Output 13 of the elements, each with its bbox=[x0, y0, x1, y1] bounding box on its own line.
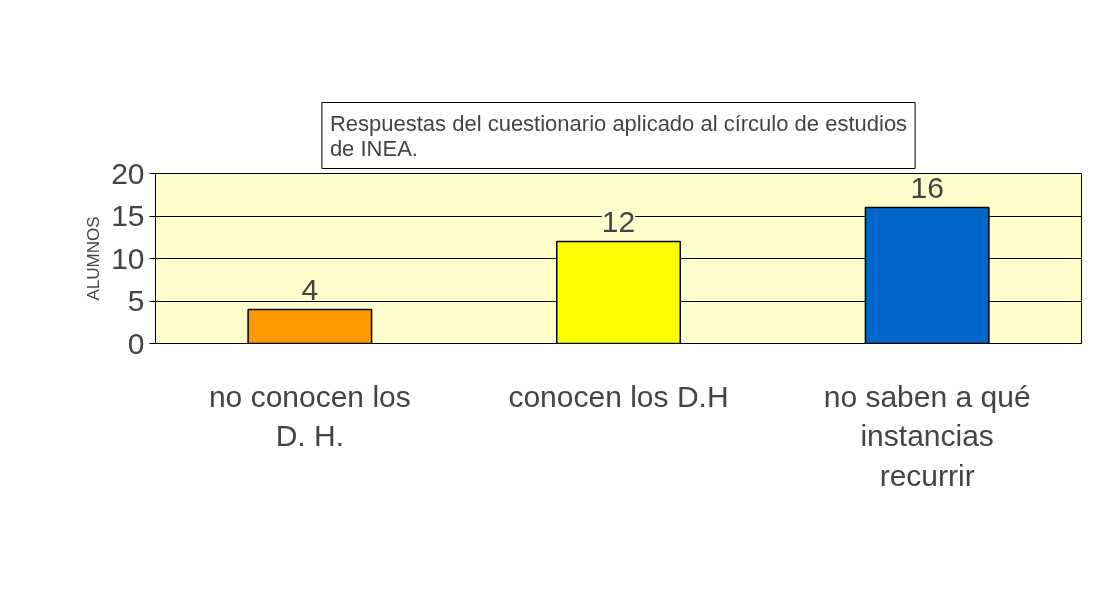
y-tick-label: 5 bbox=[127, 284, 145, 317]
data-label: 4 bbox=[301, 272, 319, 306]
y-tick-label: 0 bbox=[127, 326, 145, 360]
x-tick-label: conocen los D.H bbox=[508, 379, 729, 413]
y-tick-label: 20 bbox=[111, 156, 145, 190]
y-axis-title: ALUMNOS bbox=[84, 216, 104, 301]
chart-title: Respuestas del cuestionario aplicado al círculo de estudios de INEA. bbox=[329, 110, 908, 161]
y-tick-label: 10 bbox=[111, 241, 145, 275]
x-tick-label: no saben a qué instancias recurrir bbox=[823, 379, 1031, 492]
x-tick-label: no conocen los D. H. bbox=[208, 379, 411, 453]
data-label: 16 bbox=[910, 170, 944, 204]
y-tick-label: 15 bbox=[111, 199, 145, 232]
data-label: 12 bbox=[601, 204, 636, 238]
